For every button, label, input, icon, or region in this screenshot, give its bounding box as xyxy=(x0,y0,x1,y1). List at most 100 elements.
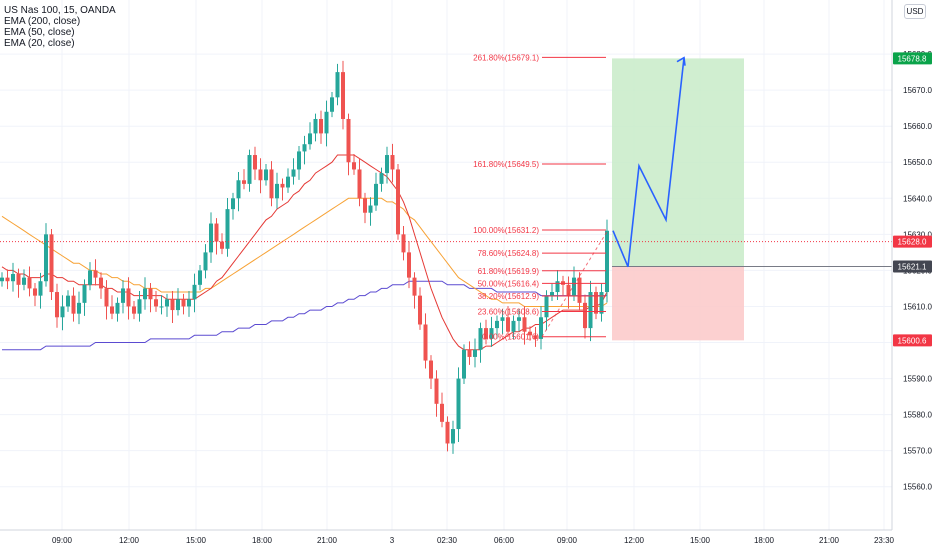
candle xyxy=(275,172,279,209)
candle xyxy=(550,283,554,302)
legend-ema20[interactable]: EMA (20, close) xyxy=(4,38,75,49)
fibonacci-levels: 261.80%(15679.1) 161.80%(15649.5) 100.00%(… xyxy=(473,53,609,342)
candle-body xyxy=(478,328,483,350)
candle xyxy=(121,280,125,314)
candle-body xyxy=(522,317,527,332)
fib-level-label: 78.60%(15624.8) xyxy=(478,249,540,258)
candle xyxy=(291,158,296,185)
candle xyxy=(165,293,169,317)
candle-body xyxy=(115,302,120,314)
candle xyxy=(539,306,543,350)
candle-body xyxy=(368,205,373,213)
candle-body xyxy=(27,277,32,289)
x-tick-label: 15:00 xyxy=(186,536,207,545)
candle-body xyxy=(588,292,593,329)
candle xyxy=(566,276,571,309)
chart-grid xyxy=(0,0,892,530)
legend-ema200[interactable]: EMA (200, close) xyxy=(4,16,81,27)
candle xyxy=(5,269,10,290)
candle xyxy=(49,228,54,300)
candle-body xyxy=(247,155,252,184)
candle-body xyxy=(319,118,323,134)
legend-symbol[interactable]: US Nas 100, 15, OANDA xyxy=(4,5,116,16)
candle-body xyxy=(55,292,59,318)
candle-body xyxy=(335,72,340,98)
candle-body xyxy=(390,155,395,170)
candle xyxy=(390,143,395,183)
candle xyxy=(412,272,417,309)
candle xyxy=(176,288,180,316)
candle-body xyxy=(187,299,191,307)
candle-body xyxy=(313,118,318,134)
candle xyxy=(77,291,81,325)
candle-body xyxy=(269,169,274,199)
candle-body xyxy=(126,288,131,307)
candle xyxy=(544,290,549,331)
price-label-text: 15678.8 xyxy=(898,54,927,63)
candle-body xyxy=(93,270,98,278)
ema200-line xyxy=(2,280,607,351)
x-tick-label: 15:00 xyxy=(690,536,711,545)
x-tick-label: 21:00 xyxy=(819,536,840,545)
y-tick-label: 15610.0 xyxy=(903,302,932,311)
candle xyxy=(11,262,15,292)
candle-body xyxy=(110,306,114,314)
x-tick-label: 06:00 xyxy=(494,536,515,545)
candle-body xyxy=(445,421,450,444)
candle-body xyxy=(357,169,362,199)
projection-line xyxy=(612,57,685,268)
candle xyxy=(66,290,70,312)
candle xyxy=(82,279,87,316)
candle-body xyxy=(258,169,263,181)
candle-body xyxy=(544,295,549,318)
candle xyxy=(511,315,516,340)
candle-body xyxy=(143,288,147,300)
target-zone xyxy=(612,58,744,267)
candle-body xyxy=(11,274,15,282)
candle xyxy=(352,153,356,175)
candlesticks xyxy=(0,60,892,454)
candle-body xyxy=(511,320,516,332)
candle xyxy=(280,178,285,201)
candle xyxy=(209,212,213,263)
candle xyxy=(533,327,538,347)
candle-body xyxy=(291,169,296,177)
candle-body xyxy=(467,349,472,357)
candle-body xyxy=(198,270,202,285)
candle-body xyxy=(203,252,208,271)
candle xyxy=(159,295,164,315)
candle xyxy=(0,272,4,287)
candle-body xyxy=(297,151,301,170)
candle-body xyxy=(533,335,538,339)
candle xyxy=(203,244,208,279)
candle xyxy=(555,270,560,300)
fib-level-label: 0.00%(15601.6) xyxy=(482,333,539,342)
candle-body xyxy=(385,155,389,174)
x-tick-label: 21:00 xyxy=(317,536,338,545)
chart-legend: US Nas 100, 15, OANDA EMA (200, close) E… xyxy=(4,5,116,49)
candle-body xyxy=(407,252,411,278)
candle-body xyxy=(225,209,230,249)
candle xyxy=(379,167,384,192)
x-tick-label: 09:00 xyxy=(557,536,578,545)
candle xyxy=(253,146,257,180)
candle xyxy=(286,168,290,193)
candle xyxy=(528,326,532,341)
candle-body xyxy=(16,274,21,285)
stop-zone xyxy=(612,266,744,341)
currency-button[interactable]: USD xyxy=(904,4,926,19)
price-label-box xyxy=(893,260,932,273)
candle xyxy=(478,322,483,363)
candle-body xyxy=(220,241,224,249)
candle xyxy=(599,283,604,322)
candle xyxy=(605,219,609,303)
candle-body xyxy=(539,317,543,339)
candle-body xyxy=(401,234,406,253)
candle xyxy=(192,273,197,313)
candle-body xyxy=(154,299,158,307)
candle xyxy=(220,233,224,255)
candle-body xyxy=(577,277,582,303)
legend-ema50[interactable]: EMA (50, close) xyxy=(4,27,75,38)
candle-body xyxy=(82,284,87,303)
